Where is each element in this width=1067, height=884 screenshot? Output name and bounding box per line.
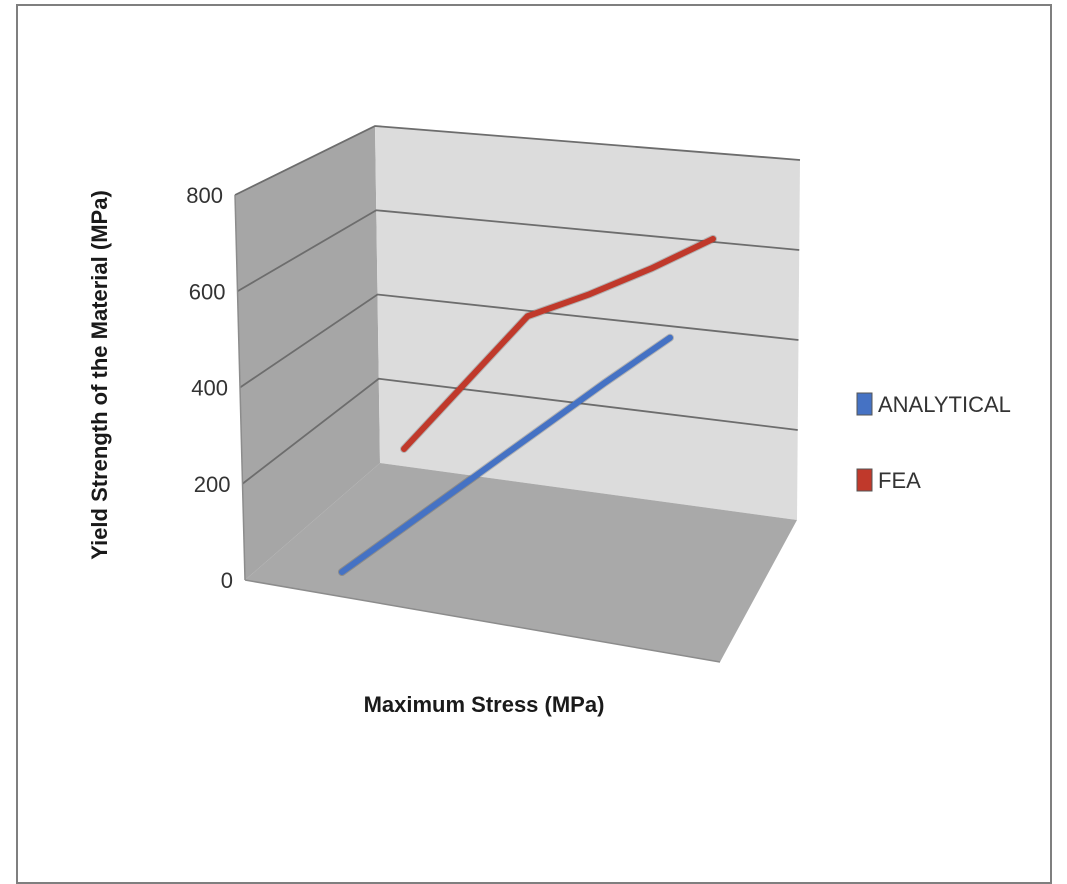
legend-swatch xyxy=(857,469,872,491)
y-tick-label: 600 xyxy=(189,279,226,304)
back-wall xyxy=(375,126,800,520)
legend-label: FEA xyxy=(878,468,921,493)
x-axis-label: Maximum Stress (MPa) xyxy=(364,692,605,717)
y-tick-label: 200 xyxy=(194,472,231,497)
y-tick-label: 0 xyxy=(221,568,233,593)
y-tick-label: 400 xyxy=(191,376,228,401)
y-axis-label: Yield Strength of the Material (MPa) xyxy=(87,190,112,560)
legend: ANALYTICAL FEA xyxy=(857,392,1011,493)
legend-swatch xyxy=(857,393,872,415)
y-tick-labels: 0 200 400 600 800 xyxy=(186,183,233,593)
legend-label: ANALYTICAL xyxy=(878,392,1011,417)
y-tick-label: 800 xyxy=(186,183,223,208)
